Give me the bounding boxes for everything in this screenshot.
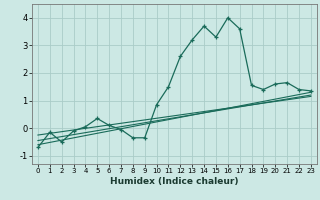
X-axis label: Humidex (Indice chaleur): Humidex (Indice chaleur) (110, 177, 239, 186)
